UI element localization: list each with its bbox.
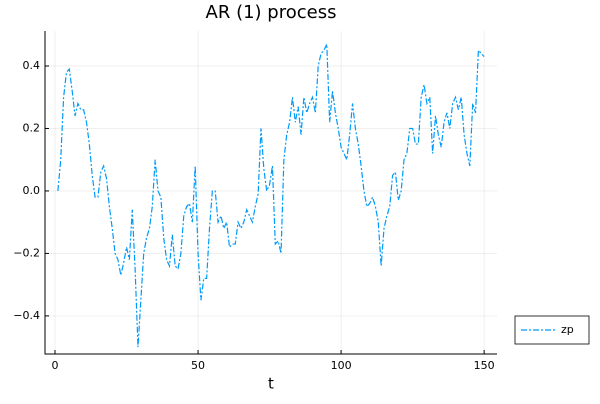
axes <box>44 31 497 355</box>
legend-box <box>514 315 590 345</box>
x-axis-label: t <box>268 375 274 393</box>
y-tick-label: 0.0 <box>23 184 41 197</box>
chart-title: AR (1) process <box>206 2 337 23</box>
y-tick-label: −0.2 <box>13 246 40 259</box>
line-series <box>57 43 485 348</box>
y-tick-label: 0.4 <box>23 59 41 72</box>
y-tick-label: 0.2 <box>23 121 41 134</box>
x-tick-label: 100 <box>331 359 352 372</box>
y-tick-label: −0.4 <box>13 309 40 322</box>
x-tick-label: 50 <box>191 359 205 372</box>
x-tick-label: 150 <box>474 359 495 372</box>
legend-label: zp <box>561 323 574 336</box>
x-tick-label: 0 <box>52 359 59 372</box>
